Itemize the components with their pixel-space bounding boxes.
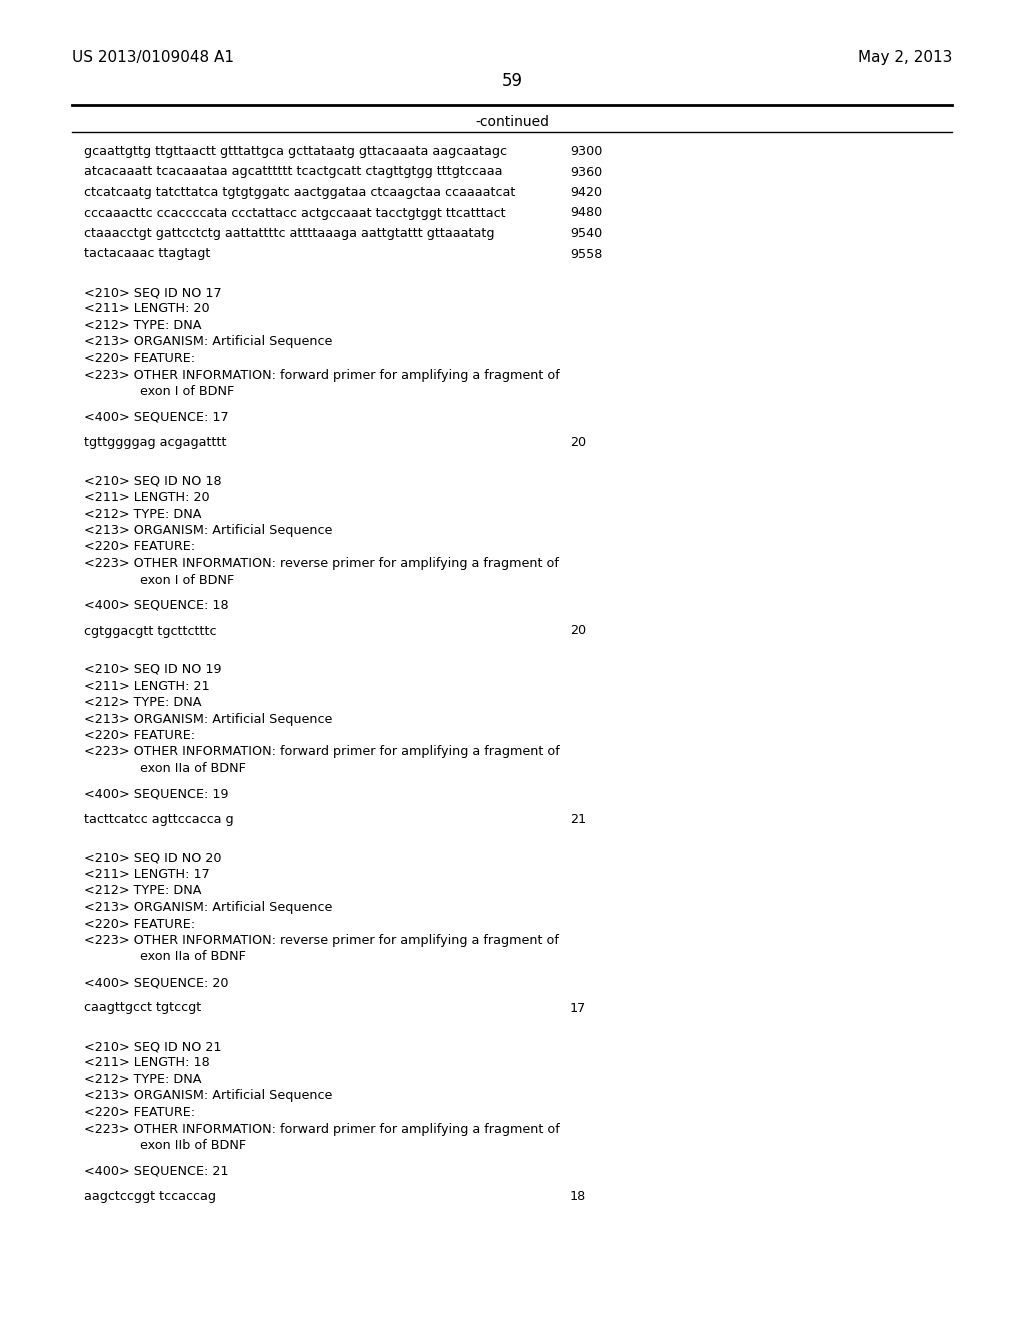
Text: 20: 20 (570, 436, 586, 449)
Text: exon I of BDNF: exon I of BDNF (140, 573, 234, 586)
Text: 9480: 9480 (570, 206, 602, 219)
Text: gcaattgttg ttgttaactt gtttattgca gcttataatg gttacaaata aagcaatagc: gcaattgttg ttgttaactt gtttattgca gcttata… (84, 145, 507, 158)
Text: <213> ORGANISM: Artificial Sequence: <213> ORGANISM: Artificial Sequence (84, 1089, 333, 1102)
Text: <400> SEQUENCE: 20: <400> SEQUENCE: 20 (84, 975, 228, 989)
Text: 18: 18 (570, 1191, 587, 1203)
Text: <400> SEQUENCE: 19: <400> SEQUENCE: 19 (84, 788, 228, 800)
Text: <220> FEATURE:: <220> FEATURE: (84, 1106, 196, 1119)
Text: <400> SEQUENCE: 18: <400> SEQUENCE: 18 (84, 599, 228, 612)
Text: tgttggggag acgagatttt: tgttggggag acgagatttt (84, 436, 226, 449)
Text: <210> SEQ ID NO 18: <210> SEQ ID NO 18 (84, 474, 221, 487)
Text: ctcatcaatg tatcttatca tgtgtggatc aactggataa ctcaagctaa ccaaaatcat: ctcatcaatg tatcttatca tgtgtggatc aactgga… (84, 186, 515, 199)
Text: <211> LENGTH: 21: <211> LENGTH: 21 (84, 680, 210, 693)
Text: ctaaacctgt gattcctctg aattattttc attttaaaga aattgtattt gttaaatatg: ctaaacctgt gattcctctg aattattttc attttaa… (84, 227, 495, 240)
Text: 20: 20 (570, 624, 586, 638)
Text: <211> LENGTH: 20: <211> LENGTH: 20 (84, 302, 210, 315)
Text: 17: 17 (570, 1002, 587, 1015)
Text: 9300: 9300 (570, 145, 602, 158)
Text: <400> SEQUENCE: 17: <400> SEQUENCE: 17 (84, 411, 228, 424)
Text: cgtggacgtt tgcttctttc: cgtggacgtt tgcttctttc (84, 624, 216, 638)
Text: 21: 21 (570, 813, 586, 826)
Text: atcacaaatt tcacaaataa agcatttttt tcactgcatt ctagttgtgg tttgtccaaa: atcacaaatt tcacaaataa agcatttttt tcactgc… (84, 165, 503, 178)
Text: <400> SEQUENCE: 21: <400> SEQUENCE: 21 (84, 1164, 228, 1177)
Text: <212> TYPE: DNA: <212> TYPE: DNA (84, 696, 202, 709)
Text: tactacaaac ttagtagt: tactacaaac ttagtagt (84, 248, 210, 260)
Text: 9360: 9360 (570, 165, 602, 178)
Text: 9540: 9540 (570, 227, 602, 240)
Text: May 2, 2013: May 2, 2013 (858, 50, 952, 65)
Text: 59: 59 (502, 73, 522, 90)
Text: <220> FEATURE:: <220> FEATURE: (84, 917, 196, 931)
Text: exon IIa of BDNF: exon IIa of BDNF (140, 950, 246, 964)
Text: <223> OTHER INFORMATION: reverse primer for amplifying a fragment of: <223> OTHER INFORMATION: reverse primer … (84, 557, 559, 570)
Text: <220> FEATURE:: <220> FEATURE: (84, 729, 196, 742)
Text: <210> SEQ ID NO 17: <210> SEQ ID NO 17 (84, 286, 221, 300)
Text: <212> TYPE: DNA: <212> TYPE: DNA (84, 1073, 202, 1086)
Text: <223> OTHER INFORMATION: forward primer for amplifying a fragment of: <223> OTHER INFORMATION: forward primer … (84, 1122, 560, 1135)
Text: <210> SEQ ID NO 20: <210> SEQ ID NO 20 (84, 851, 221, 865)
Text: exon IIa of BDNF: exon IIa of BDNF (140, 762, 246, 775)
Text: exon I of BDNF: exon I of BDNF (140, 385, 234, 399)
Text: cccaaacttc ccaccccata ccctattacc actgccaaat tacctgtggt ttcatttact: cccaaacttc ccaccccata ccctattacc actgcca… (84, 206, 506, 219)
Text: <212> TYPE: DNA: <212> TYPE: DNA (84, 319, 202, 333)
Text: US 2013/0109048 A1: US 2013/0109048 A1 (72, 50, 234, 65)
Text: exon IIb of BDNF: exon IIb of BDNF (140, 1139, 246, 1152)
Text: -continued: -continued (475, 115, 549, 129)
Text: <212> TYPE: DNA: <212> TYPE: DNA (84, 507, 202, 520)
Text: <220> FEATURE:: <220> FEATURE: (84, 540, 196, 553)
Text: <211> LENGTH: 20: <211> LENGTH: 20 (84, 491, 210, 504)
Text: <211> LENGTH: 17: <211> LENGTH: 17 (84, 869, 210, 880)
Text: caagttgcct tgtccgt: caagttgcct tgtccgt (84, 1002, 202, 1015)
Text: <223> OTHER INFORMATION: reverse primer for amplifying a fragment of: <223> OTHER INFORMATION: reverse primer … (84, 935, 559, 946)
Text: 9420: 9420 (570, 186, 602, 199)
Text: <212> TYPE: DNA: <212> TYPE: DNA (84, 884, 202, 898)
Text: <213> ORGANISM: Artificial Sequence: <213> ORGANISM: Artificial Sequence (84, 335, 333, 348)
Text: tacttcatcc agttccacca g: tacttcatcc agttccacca g (84, 813, 233, 826)
Text: <210> SEQ ID NO 19: <210> SEQ ID NO 19 (84, 663, 221, 676)
Text: <220> FEATURE:: <220> FEATURE: (84, 352, 196, 366)
Text: <213> ORGANISM: Artificial Sequence: <213> ORGANISM: Artificial Sequence (84, 902, 333, 913)
Text: <210> SEQ ID NO 21: <210> SEQ ID NO 21 (84, 1040, 221, 1053)
Text: 9558: 9558 (570, 248, 602, 260)
Text: <211> LENGTH: 18: <211> LENGTH: 18 (84, 1056, 210, 1069)
Text: <213> ORGANISM: Artificial Sequence: <213> ORGANISM: Artificial Sequence (84, 524, 333, 537)
Text: aagctccggt tccaccag: aagctccggt tccaccag (84, 1191, 216, 1203)
Text: <223> OTHER INFORMATION: forward primer for amplifying a fragment of: <223> OTHER INFORMATION: forward primer … (84, 746, 560, 759)
Text: <213> ORGANISM: Artificial Sequence: <213> ORGANISM: Artificial Sequence (84, 713, 333, 726)
Text: <223> OTHER INFORMATION: forward primer for amplifying a fragment of: <223> OTHER INFORMATION: forward primer … (84, 368, 560, 381)
